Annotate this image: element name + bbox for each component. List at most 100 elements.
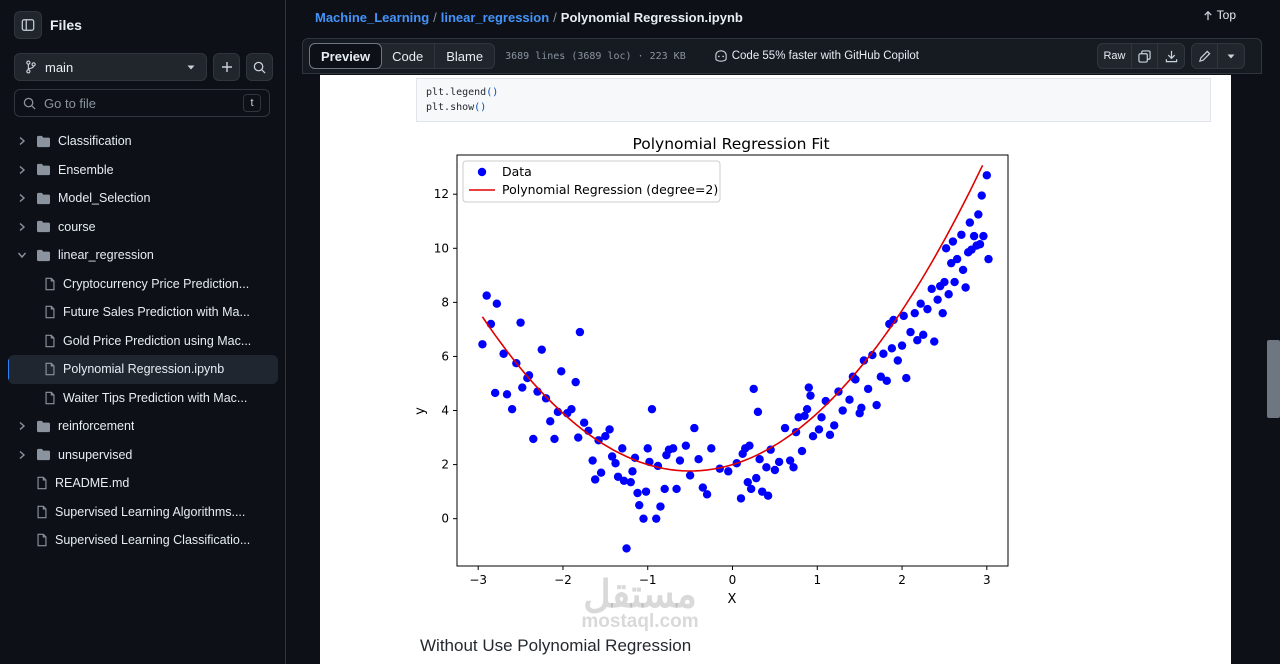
tree-folder[interactable]: linear_regression — [8, 241, 278, 270]
tree-folder[interactable]: reinforcement — [8, 412, 278, 441]
data-point — [979, 231, 988, 241]
breadcrumb-current-file: Polynomial Regression.ipynb — [560, 9, 743, 25]
keyboard-shortcut-badge: t — [243, 94, 261, 112]
tree-file[interactable]: Gold Price Prediction using Mac... — [8, 327, 278, 356]
data-point — [746, 484, 756, 494]
data-point — [590, 475, 600, 484]
data-point — [668, 444, 678, 453]
code-parens: () — [474, 102, 487, 113]
tree-folder[interactable]: course — [8, 213, 278, 242]
data-point — [757, 487, 767, 496]
tree-item-label: Supervised Learning Algorithms.... — [55, 504, 246, 519]
data-point — [817, 413, 826, 422]
folder-icon — [37, 249, 50, 261]
go-to-file-input[interactable]: Go to file t — [14, 89, 270, 117]
tree-file[interactable]: Supervised Learning Classificatio... — [8, 526, 278, 555]
data-point — [755, 454, 764, 464]
caret-down-icon — [187, 65, 195, 70]
data-point — [557, 367, 566, 376]
data-point — [745, 441, 754, 450]
data-point — [957, 230, 966, 239]
file-icon — [45, 391, 55, 405]
data-point — [537, 345, 546, 354]
data-point — [882, 376, 891, 385]
data-point — [766, 445, 775, 454]
breadcrumb-folder-link[interactable]: linear_regression — [440, 9, 550, 25]
code-function: plt.legend — [426, 87, 487, 98]
data-point — [490, 388, 500, 398]
tree-folder[interactable]: Ensemble — [8, 156, 278, 185]
folder-icon — [37, 420, 50, 432]
legend-marker-data — [477, 167, 487, 177]
plus-icon — [221, 62, 232, 72]
chevron-right-icon — [19, 137, 26, 146]
data-point — [893, 356, 902, 365]
data-point — [780, 423, 790, 433]
go-to-file-placeholder: Go to file — [44, 95, 97, 111]
tree-folder[interactable]: unsupervised — [8, 441, 278, 470]
download-button[interactable] — [1158, 44, 1184, 68]
polynomial-regression-chart: Polynomial Regression Fit −3 −2 −1 0 1 2 30246… — [413, 135, 1009, 607]
tree-file[interactable]: Waiter Tips Prediction with Mac... — [8, 384, 278, 413]
tree-file[interactable]: Cryptocurrency Price Prediction... — [8, 270, 278, 299]
back-to-top-button[interactable]: Top — [1203, 8, 1236, 22]
data-point — [825, 430, 835, 440]
file-icon — [37, 505, 47, 519]
data-point — [977, 191, 986, 200]
copilot-promo[interactable]: Code 55% faster with GitHub Copilot — [714, 50, 919, 62]
data-point — [707, 444, 716, 453]
tree-folder[interactable]: Model_Selection — [8, 184, 278, 213]
git-branch-icon — [26, 60, 36, 74]
chart-title: Polynomial Regression Fit — [632, 135, 829, 153]
raw-button[interactable]: Raw — [1098, 44, 1132, 68]
sidebar-toggle-button[interactable] — [14, 11, 42, 39]
tab-blame[interactable]: Blame — [446, 48, 484, 64]
data-point — [619, 476, 629, 486]
tree-item-label: Ensemble — [58, 162, 114, 177]
data-point — [927, 284, 936, 294]
branch-selector[interactable]: main — [14, 53, 207, 81]
edit-file-button[interactable] — [1192, 44, 1218, 68]
data-point — [872, 400, 881, 410]
copilot-icon — [715, 50, 727, 62]
tree-file[interactable]: Polynomial Regression.ipynb — [8, 355, 278, 384]
tree-item-label: Supervised Learning Classificatio... — [55, 533, 251, 548]
y-tick-label: 8 — [441, 295, 449, 309]
data-point — [933, 295, 942, 304]
chevron-down-icon — [17, 252, 27, 259]
tree-file[interactable]: Future Sales Prediction with Ma... — [8, 298, 278, 327]
copy-raw-button[interactable] — [1132, 44, 1158, 68]
data-point — [938, 308, 947, 318]
code-cell: plt.legend() plt.show() — [416, 78, 1211, 122]
tree-item-label: Cryptocurrency Price Prediction... — [63, 276, 250, 291]
tree-folder[interactable]: Classification — [8, 127, 278, 156]
data-point — [845, 395, 854, 404]
data-point — [643, 444, 652, 453]
add-file-button[interactable] — [213, 53, 240, 81]
regression-line — [481, 164, 984, 472]
data-point — [736, 494, 746, 503]
page-scrollbar[interactable] — [1267, 340, 1280, 418]
data-point — [948, 237, 958, 246]
x-tick-label: −3 — [469, 573, 487, 587]
edit-options-dropdown[interactable] — [1218, 44, 1244, 68]
breadcrumb: Machine_Learning / linear_regression / Polyn… — [315, 10, 743, 25]
tree-item-label: Polynomial Regression.ipynb — [63, 362, 225, 377]
tree-file[interactable]: README.md — [8, 469, 278, 498]
data-point — [961, 283, 970, 292]
data-point — [685, 471, 695, 480]
breadcrumb-repo-link[interactable]: Machine_Learning — [315, 9, 430, 25]
tab-preview[interactable]: Preview — [309, 43, 383, 69]
search-files-button[interactable] — [246, 53, 273, 81]
data-point — [808, 432, 818, 441]
tree-file[interactable]: Supervised Learning Algorithms.... — [8, 498, 278, 527]
tab-code[interactable]: Code — [381, 44, 436, 68]
x-tick-label: −1 — [639, 573, 657, 587]
tree-item-label: Waiter Tips Prediction with Mac... — [63, 390, 248, 405]
y-tick-label: 12 — [434, 187, 449, 201]
data-point — [518, 383, 527, 392]
file-icon — [45, 334, 55, 348]
data-point — [851, 375, 860, 384]
sidebar-header: Files — [14, 11, 82, 39]
data-point — [797, 446, 807, 456]
